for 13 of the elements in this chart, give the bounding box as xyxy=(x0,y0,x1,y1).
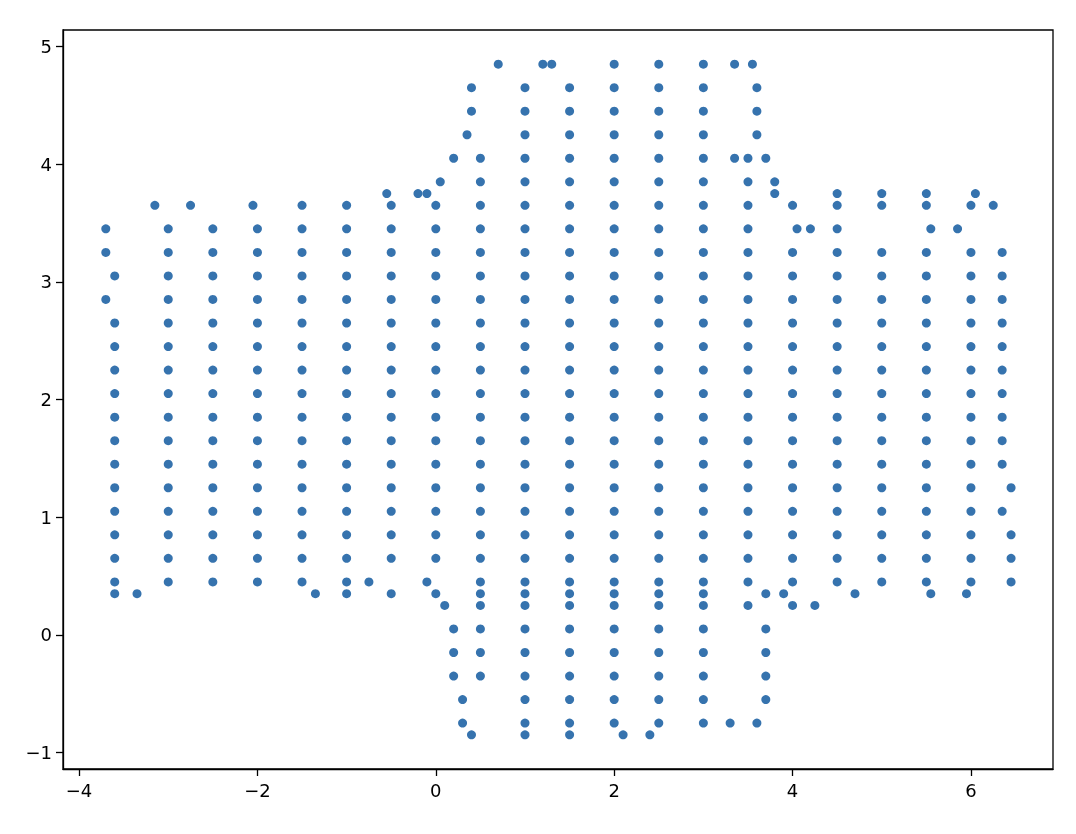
y-tick-label: 2 xyxy=(40,389,52,410)
x-tick-label: 0 xyxy=(430,779,442,801)
x-tick-label: −4 xyxy=(65,779,93,801)
y-tick-label: 3 xyxy=(40,271,52,293)
y-tick-label: 1 xyxy=(40,506,52,528)
x-tick-label: 6 xyxy=(965,779,977,801)
y-tick-label: 5 xyxy=(40,35,52,57)
x-tick-label: −2 xyxy=(244,779,271,801)
y-tick-label: 4 xyxy=(40,153,52,175)
x-tick-label: 4 xyxy=(786,779,799,801)
x-tick-label: 2 xyxy=(608,779,620,801)
y-tick-label: −1 xyxy=(25,742,52,764)
y-tick-label: 0 xyxy=(40,624,52,646)
